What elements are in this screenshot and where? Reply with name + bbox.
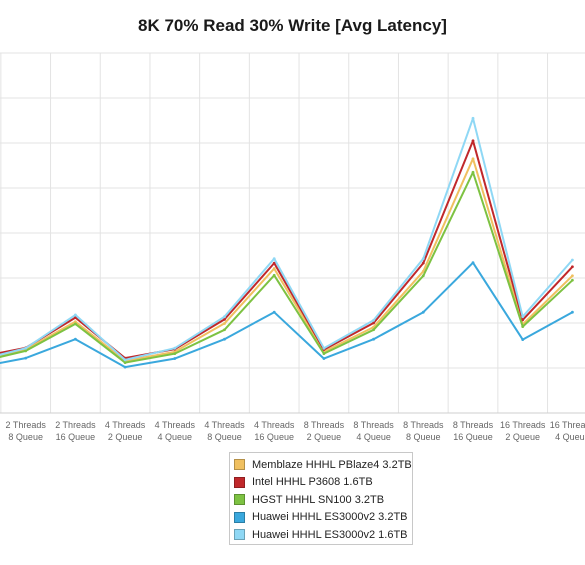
data-point: [421, 257, 425, 261]
legend-item: Huawei HHHL ES3000v2 1.6TB: [234, 526, 412, 544]
data-point: [123, 365, 127, 369]
x-tick-label: 2 Threads: [55, 420, 96, 430]
data-point: [74, 320, 77, 324]
data-point: [24, 356, 28, 360]
data-point: [471, 157, 475, 161]
data-point: [322, 346, 326, 350]
data-point: [74, 316, 77, 319]
data-point: [272, 261, 276, 265]
data-point: [24, 346, 28, 350]
data-point: [123, 358, 127, 362]
legend-swatch: [234, 529, 245, 541]
x-tick-label: 16 Threads: [550, 420, 585, 430]
data-point: [421, 310, 425, 314]
data-point: [123, 361, 127, 364]
data-point: [372, 318, 375, 322]
data-point: [372, 321, 375, 325]
data-point: [24, 349, 28, 353]
legend-item: Huawei HHHL ES3000v2 3.2TB: [234, 509, 412, 527]
legend-label: Huawei HHHL ES3000v2 1.6TB: [252, 528, 408, 541]
x-tick-label: 4 Threads: [204, 420, 245, 430]
data-point: [421, 261, 425, 265]
data-point: [571, 265, 574, 269]
legend-swatch: [234, 459, 245, 471]
x-tick-label: 2 Queue: [307, 432, 342, 442]
data-point: [471, 116, 475, 120]
data-point: [74, 313, 77, 317]
data-point: [421, 269, 425, 273]
legend-swatch: [234, 511, 245, 523]
data-point: [272, 267, 276, 270]
x-tick-label: 2 Threads: [6, 420, 47, 430]
data-point: [223, 328, 226, 332]
x-tick-label: 8 Queue: [8, 432, 43, 442]
data-point: [521, 318, 525, 322]
x-tick-label: 16 Queue: [56, 432, 96, 442]
data-point: [521, 315, 525, 319]
x-tick-label: 2 Queue: [108, 432, 143, 442]
data-point: [372, 337, 375, 341]
data-point: [471, 261, 475, 265]
x-tick-label: 2 Queue: [505, 432, 540, 442]
x-tick-label: 4 Queue: [555, 432, 585, 442]
legend-label: Huawei HHHL ES3000v2 3.2TB: [252, 511, 408, 524]
data-point: [372, 328, 375, 332]
x-tick-label: 8 Threads: [353, 420, 394, 430]
x-tick-label: 4 Queue: [356, 432, 391, 442]
data-point: [571, 274, 574, 278]
legend-swatch: [234, 494, 245, 506]
x-tick-label: 4 Threads: [254, 420, 295, 430]
data-point: [471, 139, 475, 143]
data-point: [322, 357, 326, 360]
legend-label: Intel HHHL P3608 1.6TB: [252, 476, 373, 489]
x-tick-label: 16 Threads: [500, 420, 546, 430]
data-point: [223, 322, 226, 325]
x-tick-label: 8 Threads: [304, 420, 345, 430]
data-point: [272, 273, 276, 277]
legend: Memblaze HHHL PBlaze4 3.2TB Intel HHHL P3…: [229, 452, 413, 545]
data-point: [173, 357, 177, 360]
data-point: [421, 274, 425, 278]
chart-title: 8K 70% Read 30% Write [Avg Latency]: [138, 16, 447, 35]
data-point: [223, 337, 226, 341]
data-point: [223, 315, 226, 319]
x-tick-label: 4 Threads: [155, 420, 196, 430]
x-tick-label: 16 Queue: [453, 432, 493, 442]
data-point: [521, 338, 525, 342]
x-tick-label: 16 Queue: [254, 432, 294, 442]
x-tick-label: 4 Threads: [105, 420, 146, 430]
data-point: [272, 257, 276, 261]
data-point: [571, 258, 574, 262]
data-point: [571, 310, 574, 314]
x-tick-label: 8 Queue: [406, 432, 441, 442]
legend-swatch: [234, 476, 245, 488]
legend-item: Memblaze HHHL PBlaze4 3.2TB: [234, 456, 412, 474]
data-point: [471, 170, 475, 174]
data-point: [322, 352, 326, 355]
data-point: [74, 337, 77, 341]
legend-label: Memblaze HHHL PBlaze4 3.2TB: [252, 458, 412, 471]
x-tick-label: 8 Threads: [403, 420, 444, 430]
data-point: [74, 322, 77, 326]
x-tick-label: 4 Queue: [158, 432, 193, 442]
legend-label: HGST HHHL SN100 3.2TB: [252, 493, 385, 506]
data-point: [223, 318, 226, 321]
data-point: [173, 346, 177, 350]
x-tick-label: 8 Queue: [207, 432, 242, 442]
data-point: [272, 310, 276, 314]
data-point: [173, 352, 177, 355]
legend-item: HGST HHHL SN100 3.2TB: [234, 491, 412, 509]
legend-item: Intel HHHL P3608 1.6TB: [234, 474, 412, 492]
data-point: [521, 325, 525, 328]
x-tick-label: 8 Threads: [453, 420, 494, 430]
data-point: [571, 278, 574, 282]
